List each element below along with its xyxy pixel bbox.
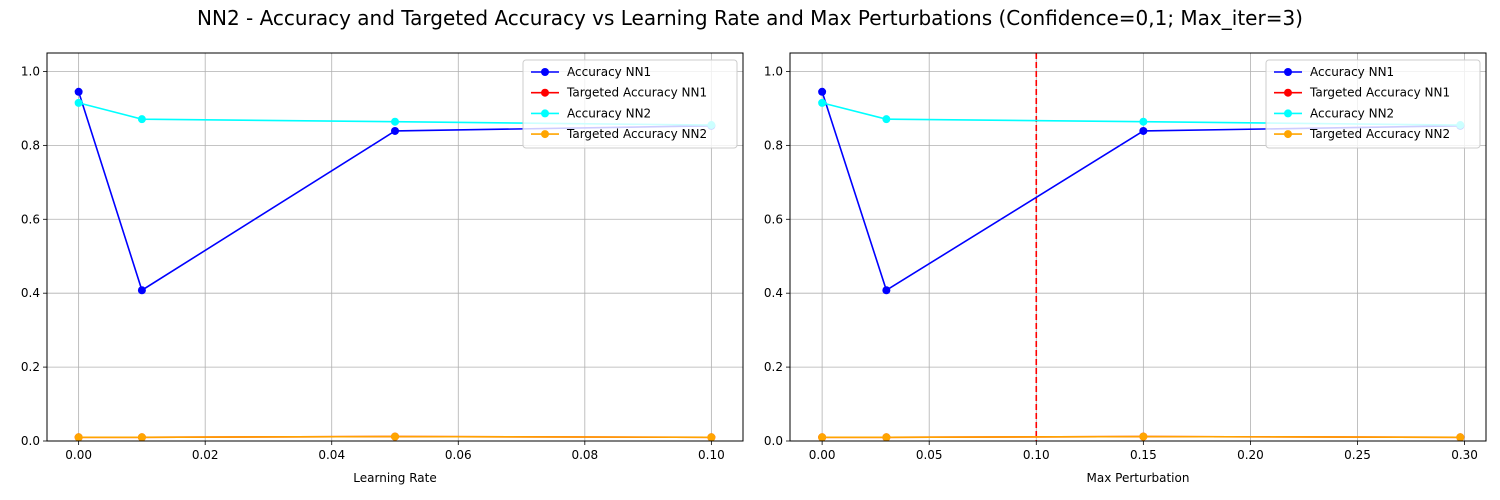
data-point xyxy=(137,286,146,295)
legend: Accuracy NN1 Targeted Accuracy NN1 Accurac… xyxy=(1265,59,1481,149)
legend-label: Accuracy NN2 xyxy=(1310,106,1394,120)
y-tick-label: 0.8 xyxy=(764,138,783,152)
data-point xyxy=(1139,126,1148,135)
axes-frame xyxy=(789,52,1487,442)
legend-swatch-marker xyxy=(541,88,549,97)
y-tick-label: 0.6 xyxy=(21,212,40,226)
x-tick-label: 0.08 xyxy=(571,448,598,462)
y-tick-label: 1.0 xyxy=(764,64,783,78)
x-tick-label: 0.15 xyxy=(1130,448,1157,462)
axes-frame xyxy=(46,52,744,442)
legend-swatch-marker xyxy=(1284,88,1292,97)
legend-swatch-marker xyxy=(541,68,549,76)
data-point xyxy=(1139,117,1148,126)
data-point xyxy=(818,87,827,96)
legend-label: Targeted Accuracy NN1 xyxy=(566,86,707,100)
legend-box xyxy=(1265,59,1481,149)
data-point xyxy=(391,126,399,135)
legend-label: Targeted Accuracy NN2 xyxy=(1309,127,1450,141)
data-point xyxy=(137,115,146,124)
legend-label: Accuracy NN2 xyxy=(567,106,651,120)
legend-label: Accuracy NN1 xyxy=(567,65,651,79)
x-tick-label: 0.05 xyxy=(916,448,943,462)
y-tick-label: 0.0 xyxy=(764,434,783,448)
y-tick-label: 1.0 xyxy=(21,64,40,78)
legend-label: Targeted Accuracy NN2 xyxy=(566,127,707,141)
legend-swatch-marker xyxy=(1284,130,1292,139)
legend: Accuracy NN1 Targeted Accuracy NN1 Accurac… xyxy=(522,59,738,149)
x-tick-label: 0.00 xyxy=(809,448,836,462)
y-tick-label: 0.0 xyxy=(21,434,40,448)
x-tick-label: 0.30 xyxy=(1451,448,1478,462)
legend-label: Targeted Accuracy NN1 xyxy=(1309,86,1450,100)
legend-box xyxy=(522,59,738,149)
legend-label: Accuracy NN1 xyxy=(1310,65,1394,79)
chart-panel-1: 0.00 0.02 0.04 0.06 0.08 0.10 0.0 0.2 0.4 0.6 0.8 1… xyxy=(21,52,744,485)
series-line-4 xyxy=(822,435,1461,439)
series-line-4 xyxy=(78,435,712,439)
data-point xyxy=(882,433,891,442)
y-tick-label: 0.2 xyxy=(21,360,40,374)
x-tick-label: 0.10 xyxy=(698,448,725,462)
data-point xyxy=(74,98,83,107)
x-tick-label: 0.04 xyxy=(318,448,345,462)
x-tick-label: 0.06 xyxy=(445,448,472,462)
y-tick-label: 0.4 xyxy=(21,286,40,300)
x-tick-label: 0.00 xyxy=(65,448,92,462)
data-point xyxy=(1139,432,1148,441)
x-axis-label: Learning Rate xyxy=(353,471,436,485)
data-point xyxy=(882,286,891,295)
data-point xyxy=(882,115,891,124)
figure-title: NN2 - Accuracy and Targeted Accuracy vs … xyxy=(197,6,1303,30)
data-point xyxy=(74,87,83,96)
legend-swatch-marker xyxy=(541,130,549,139)
data-point xyxy=(1456,433,1465,442)
x-tick-label: 0.10 xyxy=(1023,448,1050,462)
legend-swatch-marker xyxy=(1284,68,1292,76)
data-point xyxy=(818,98,827,107)
y-tick-label: 0.8 xyxy=(21,138,40,152)
x-axis-label: Max Perturbation xyxy=(1087,471,1190,485)
legend-swatch-marker xyxy=(541,109,549,118)
data-point xyxy=(818,433,827,442)
chart-panel-2: 0.00 0.05 0.10 0.15 0.20 0.25 0.30 0.0 0.2 0.4 0.6… xyxy=(764,52,1487,485)
legend-swatch-marker xyxy=(1284,109,1292,118)
data-point xyxy=(137,433,146,442)
x-tick-label: 0.02 xyxy=(192,448,219,462)
data-point xyxy=(74,433,83,442)
x-tick-label: 0.20 xyxy=(1237,448,1264,462)
x-tick-label: 0.25 xyxy=(1344,448,1371,462)
y-tick-label: 0.6 xyxy=(764,212,783,226)
data-point xyxy=(707,433,716,442)
data-point xyxy=(391,117,399,126)
y-tick-label: 0.2 xyxy=(764,360,783,374)
data-point xyxy=(391,432,399,441)
y-tick-label: 0.4 xyxy=(764,286,783,300)
